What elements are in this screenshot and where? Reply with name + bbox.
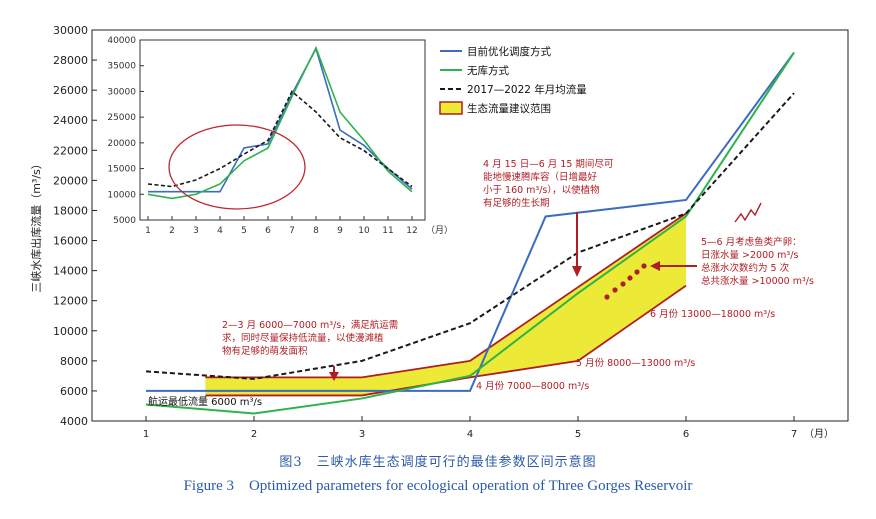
ecological-flow-chart: 4000 6000 8000 10000 12000 14000 16000 18000 200… <box>29 24 849 440</box>
inset-highlight-ellipse <box>168 124 306 210</box>
inset-series-line-1 <box>147 45 413 200</box>
may-jun-note: 日涨水量 >2000 m³/s <box>701 249 798 261</box>
spawning-pulse-dot <box>612 287 618 293</box>
inset-series-line-0 <box>148 46 413 193</box>
main-series <box>145 51 795 415</box>
series-line-1 <box>145 52 795 415</box>
y-axis-label: 三峡水库出库流量（m³/s） <box>29 158 43 293</box>
inset-frame <box>139 39 426 221</box>
y-tick-label: 26000 <box>53 84 88 97</box>
series-line-0 <box>146 51 795 392</box>
legend-label: 目前优化调度方式 <box>467 45 551 58</box>
apr-jun-arrowhead <box>572 266 582 277</box>
x-tick-label: 1 <box>143 429 149 440</box>
inset-x-tick-label: 2 <box>169 226 175 236</box>
y-tick-label: 6000 <box>60 385 88 398</box>
y-tick-label: 8000 <box>60 355 88 368</box>
inset-x-tick-label: 12 <box>406 226 417 236</box>
inset-x-tick-label: 10 <box>358 226 370 236</box>
y-tick-label: 24000 <box>53 114 88 127</box>
y-tick-label: 4000 <box>60 415 88 428</box>
may-range-label: 5 月份 8000—13000 m³/s <box>576 357 695 369</box>
x-tick-label: 4 <box>467 429 473 440</box>
spawning-pulse-dot <box>634 269 640 275</box>
eco-band-upper <box>205 212 687 379</box>
inset-y-tick-label: 5000 <box>113 216 136 226</box>
y-tick-label: 28000 <box>53 54 88 67</box>
inset-chart: 5000 10000 15000 20000 25000 30000 35000 40000 1… <box>107 36 453 236</box>
x-tick-label: 7 <box>791 429 797 440</box>
x-axis-unit: （月） <box>804 428 834 440</box>
apr-jun-note: 能地慢速腾库容（日增最好 <box>483 171 598 183</box>
min-flow-label: 航运最低流量 6000 m³/s <box>148 395 262 408</box>
eco-band-lower <box>205 284 687 397</box>
inset-y-tick-label: 15000 <box>107 165 136 175</box>
legend-label: 2017—2022 年月均流量 <box>467 83 587 96</box>
x-tick-label: 3 <box>359 429 365 440</box>
feb-mar-arrowhead <box>329 372 339 381</box>
legend-label: 无库方式 <box>467 64 509 77</box>
feb-mar-note: 物有足够的萌发面积 <box>222 345 308 357</box>
y-tick-label: 20000 <box>53 174 88 187</box>
may-jun-arrowhead <box>650 261 660 271</box>
inset-x-tick-label: 6 <box>265 226 271 236</box>
x-tick-label: 6 <box>683 429 689 440</box>
inset-x-tick-label: 1 <box>145 226 151 236</box>
legend-label: 生态流量建议范围 <box>467 102 551 115</box>
apr-jun-note: 有足够的生长期 <box>483 197 550 209</box>
y-tick-label: 10000 <box>53 325 88 338</box>
figure-caption-cn: 图3 三峡水库生态调度可行的最佳参数区间示意图 <box>279 455 597 470</box>
inset-y-tick-label: 20000 <box>107 139 136 149</box>
inset-y-tick-label: 40000 <box>107 36 136 46</box>
apr-range-label: 4 月份 7000—8000 m³/s <box>476 380 589 392</box>
annotations: 航运最低流量 6000 m³/s 2—3 月 6000—7000 m³/s，满足航… <box>148 158 814 408</box>
y-tick-label: 22000 <box>53 144 88 157</box>
may-jun-note: 总共涨水量 >10000 m³/s <box>701 275 814 287</box>
spawning-pulse-dot <box>620 281 626 287</box>
pulse-zigzag <box>734 202 762 223</box>
inset-y-tick-label: 35000 <box>107 62 136 72</box>
figure-caption-en: Figure 3 Optimized parameters for ecolog… <box>183 478 693 494</box>
y-tick-label: 16000 <box>53 235 88 248</box>
may-jun-note: 5—6 月考虑鱼类产卵： <box>701 236 802 248</box>
jun-range-label: 6 月份 13000—18000 m³/s <box>650 308 775 320</box>
apr-jun-note: 4 月 15 日—6 月 15 期间尽可 <box>483 158 613 170</box>
spawning-pulse-dot <box>627 275 633 281</box>
series-line-2 <box>145 92 795 380</box>
x-tick-label: 5 <box>575 429 581 440</box>
inset-x-tick-label: 8 <box>313 226 319 236</box>
spawning-pulse-dot <box>604 294 610 300</box>
inset-x-tick-label: 5 <box>241 226 247 236</box>
inset-series-line-2 <box>147 90 413 188</box>
eco-band-area <box>205 213 686 396</box>
spawning-pulse-dot <box>641 263 647 269</box>
apr-jun-note: 小于 160 m³/s），以使植物 <box>483 184 600 196</box>
eco-flow-band <box>205 212 687 397</box>
inset-x-tick-label: 4 <box>217 226 223 236</box>
inset-y-tick-label: 25000 <box>107 113 136 123</box>
x-tick-label: 2 <box>251 429 257 440</box>
y-tick-label: 14000 <box>53 265 88 278</box>
y-tick-label: 18000 <box>53 204 88 217</box>
inset-x-tick-label: 11 <box>382 226 393 236</box>
feb-mar-note: 2—3 月 6000—7000 m³/s，满足航运需 <box>222 319 398 331</box>
inset-y-tick-label: 10000 <box>107 190 136 200</box>
inset-x-tick-label: 3 <box>193 226 199 236</box>
inset-x-unit: （月） <box>426 225 453 236</box>
inset-y-tick-label: 30000 <box>107 87 136 97</box>
y-tick-label: 30000 <box>53 24 88 37</box>
inset-x-tick-label: 7 <box>289 226 295 236</box>
legend-swatch-band <box>439 101 463 115</box>
y-tick-label: 12000 <box>53 295 88 308</box>
main-axes: 4000 6000 8000 10000 12000 14000 16000 18000 200… <box>29 24 849 440</box>
inset-x-tick-label: 9 <box>337 226 343 236</box>
feb-mar-note: 求，同时尽量保持低流量，以使漫滩植 <box>222 332 384 344</box>
may-jun-note: 总涨水次数约为 5 次 <box>701 262 790 274</box>
